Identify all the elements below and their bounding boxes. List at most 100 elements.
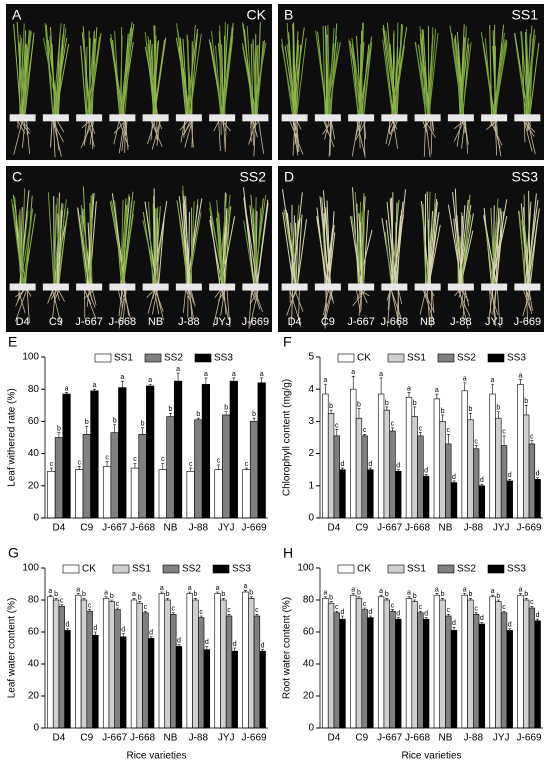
root xyxy=(250,289,256,300)
leaf xyxy=(83,43,88,117)
error-bar xyxy=(260,377,264,383)
bar xyxy=(500,445,508,519)
leaf xyxy=(325,225,335,286)
error-bar xyxy=(368,615,372,618)
plants xyxy=(9,185,269,329)
tray xyxy=(348,283,375,291)
root xyxy=(87,120,95,147)
root xyxy=(488,289,494,322)
error-bar xyxy=(502,435,506,446)
root xyxy=(430,120,433,155)
leaf xyxy=(321,214,330,286)
plants xyxy=(9,21,269,158)
bar xyxy=(186,471,195,519)
root xyxy=(156,120,161,146)
bar xyxy=(225,615,233,729)
root xyxy=(121,120,126,152)
variety-label: D4 xyxy=(16,316,30,328)
root xyxy=(117,289,122,303)
leaf xyxy=(21,45,29,117)
bar xyxy=(62,393,71,519)
significance-letter: a xyxy=(323,590,327,597)
error-bar xyxy=(329,409,333,414)
error-bar xyxy=(65,392,69,395)
root xyxy=(489,120,498,127)
leaf xyxy=(419,38,429,117)
bar xyxy=(450,482,458,519)
significance-letter: c xyxy=(199,609,203,616)
root xyxy=(218,120,221,152)
root xyxy=(147,289,156,314)
tray xyxy=(109,114,136,122)
leaf xyxy=(109,201,126,286)
x-tick-label: JYJ xyxy=(493,733,510,744)
significance-letter: a xyxy=(435,586,439,593)
bar xyxy=(214,593,221,729)
significance-letter: c xyxy=(447,607,451,614)
tray xyxy=(381,283,408,291)
significance-letter: a xyxy=(65,385,69,392)
y-tick-label: 100 xyxy=(22,563,39,574)
legend-swatch xyxy=(387,353,405,363)
error-bar xyxy=(143,610,147,613)
panel-letter: E xyxy=(8,334,17,350)
error-bar xyxy=(357,408,361,419)
tray xyxy=(414,283,441,291)
error-bar xyxy=(138,601,142,604)
leaf xyxy=(359,43,362,117)
significance-letter: c xyxy=(77,459,81,466)
root xyxy=(26,120,28,135)
leaf xyxy=(527,208,540,286)
bar xyxy=(517,384,524,519)
bar xyxy=(467,599,474,729)
leaf xyxy=(19,190,30,286)
significance-letter: b xyxy=(54,591,58,598)
panel-letter: G xyxy=(8,545,19,561)
bar xyxy=(164,599,171,729)
root xyxy=(57,289,65,302)
legend-label: CK xyxy=(82,564,96,575)
significance-letter: b xyxy=(138,594,142,601)
y-axis-label: Chlorophyll content (mg/g) xyxy=(282,379,293,496)
significance-letter: a xyxy=(491,377,495,384)
bar xyxy=(214,469,223,519)
significance-letter: b xyxy=(141,421,145,428)
leaf xyxy=(327,25,331,117)
error-bar xyxy=(536,477,540,480)
y-tick-label: 0 xyxy=(308,723,314,734)
root xyxy=(84,289,97,319)
error-bar xyxy=(88,609,92,612)
significance-letter: a xyxy=(120,374,124,381)
panel-letter: H xyxy=(283,545,293,561)
leaf xyxy=(297,214,303,286)
root xyxy=(214,289,222,298)
significance-letter: a xyxy=(323,377,327,384)
root xyxy=(330,120,336,140)
bar xyxy=(158,469,167,519)
y-tick-label: 80 xyxy=(28,384,40,395)
x-tick-label: J-88 xyxy=(189,523,209,534)
bar xyxy=(146,385,155,519)
legend-swatch xyxy=(94,353,112,363)
error-bar xyxy=(199,615,203,618)
significance-letter: d xyxy=(508,472,512,479)
leaf xyxy=(179,38,189,117)
bar xyxy=(54,437,64,519)
root xyxy=(296,120,300,152)
leaf xyxy=(153,39,166,117)
leaf xyxy=(525,201,532,286)
legend-label: SS1 xyxy=(407,564,426,575)
error-bar xyxy=(76,593,80,596)
error-bar xyxy=(54,598,58,600)
leaf xyxy=(152,40,160,117)
root xyxy=(425,120,431,158)
bar xyxy=(417,612,424,729)
bar xyxy=(136,602,143,729)
root xyxy=(292,120,296,156)
variety-label: J-667 xyxy=(347,316,375,328)
error-bar xyxy=(435,393,439,399)
variety-label: J-667 xyxy=(75,316,103,328)
leaf xyxy=(255,44,259,117)
tray xyxy=(175,283,202,291)
leaf xyxy=(209,41,224,117)
